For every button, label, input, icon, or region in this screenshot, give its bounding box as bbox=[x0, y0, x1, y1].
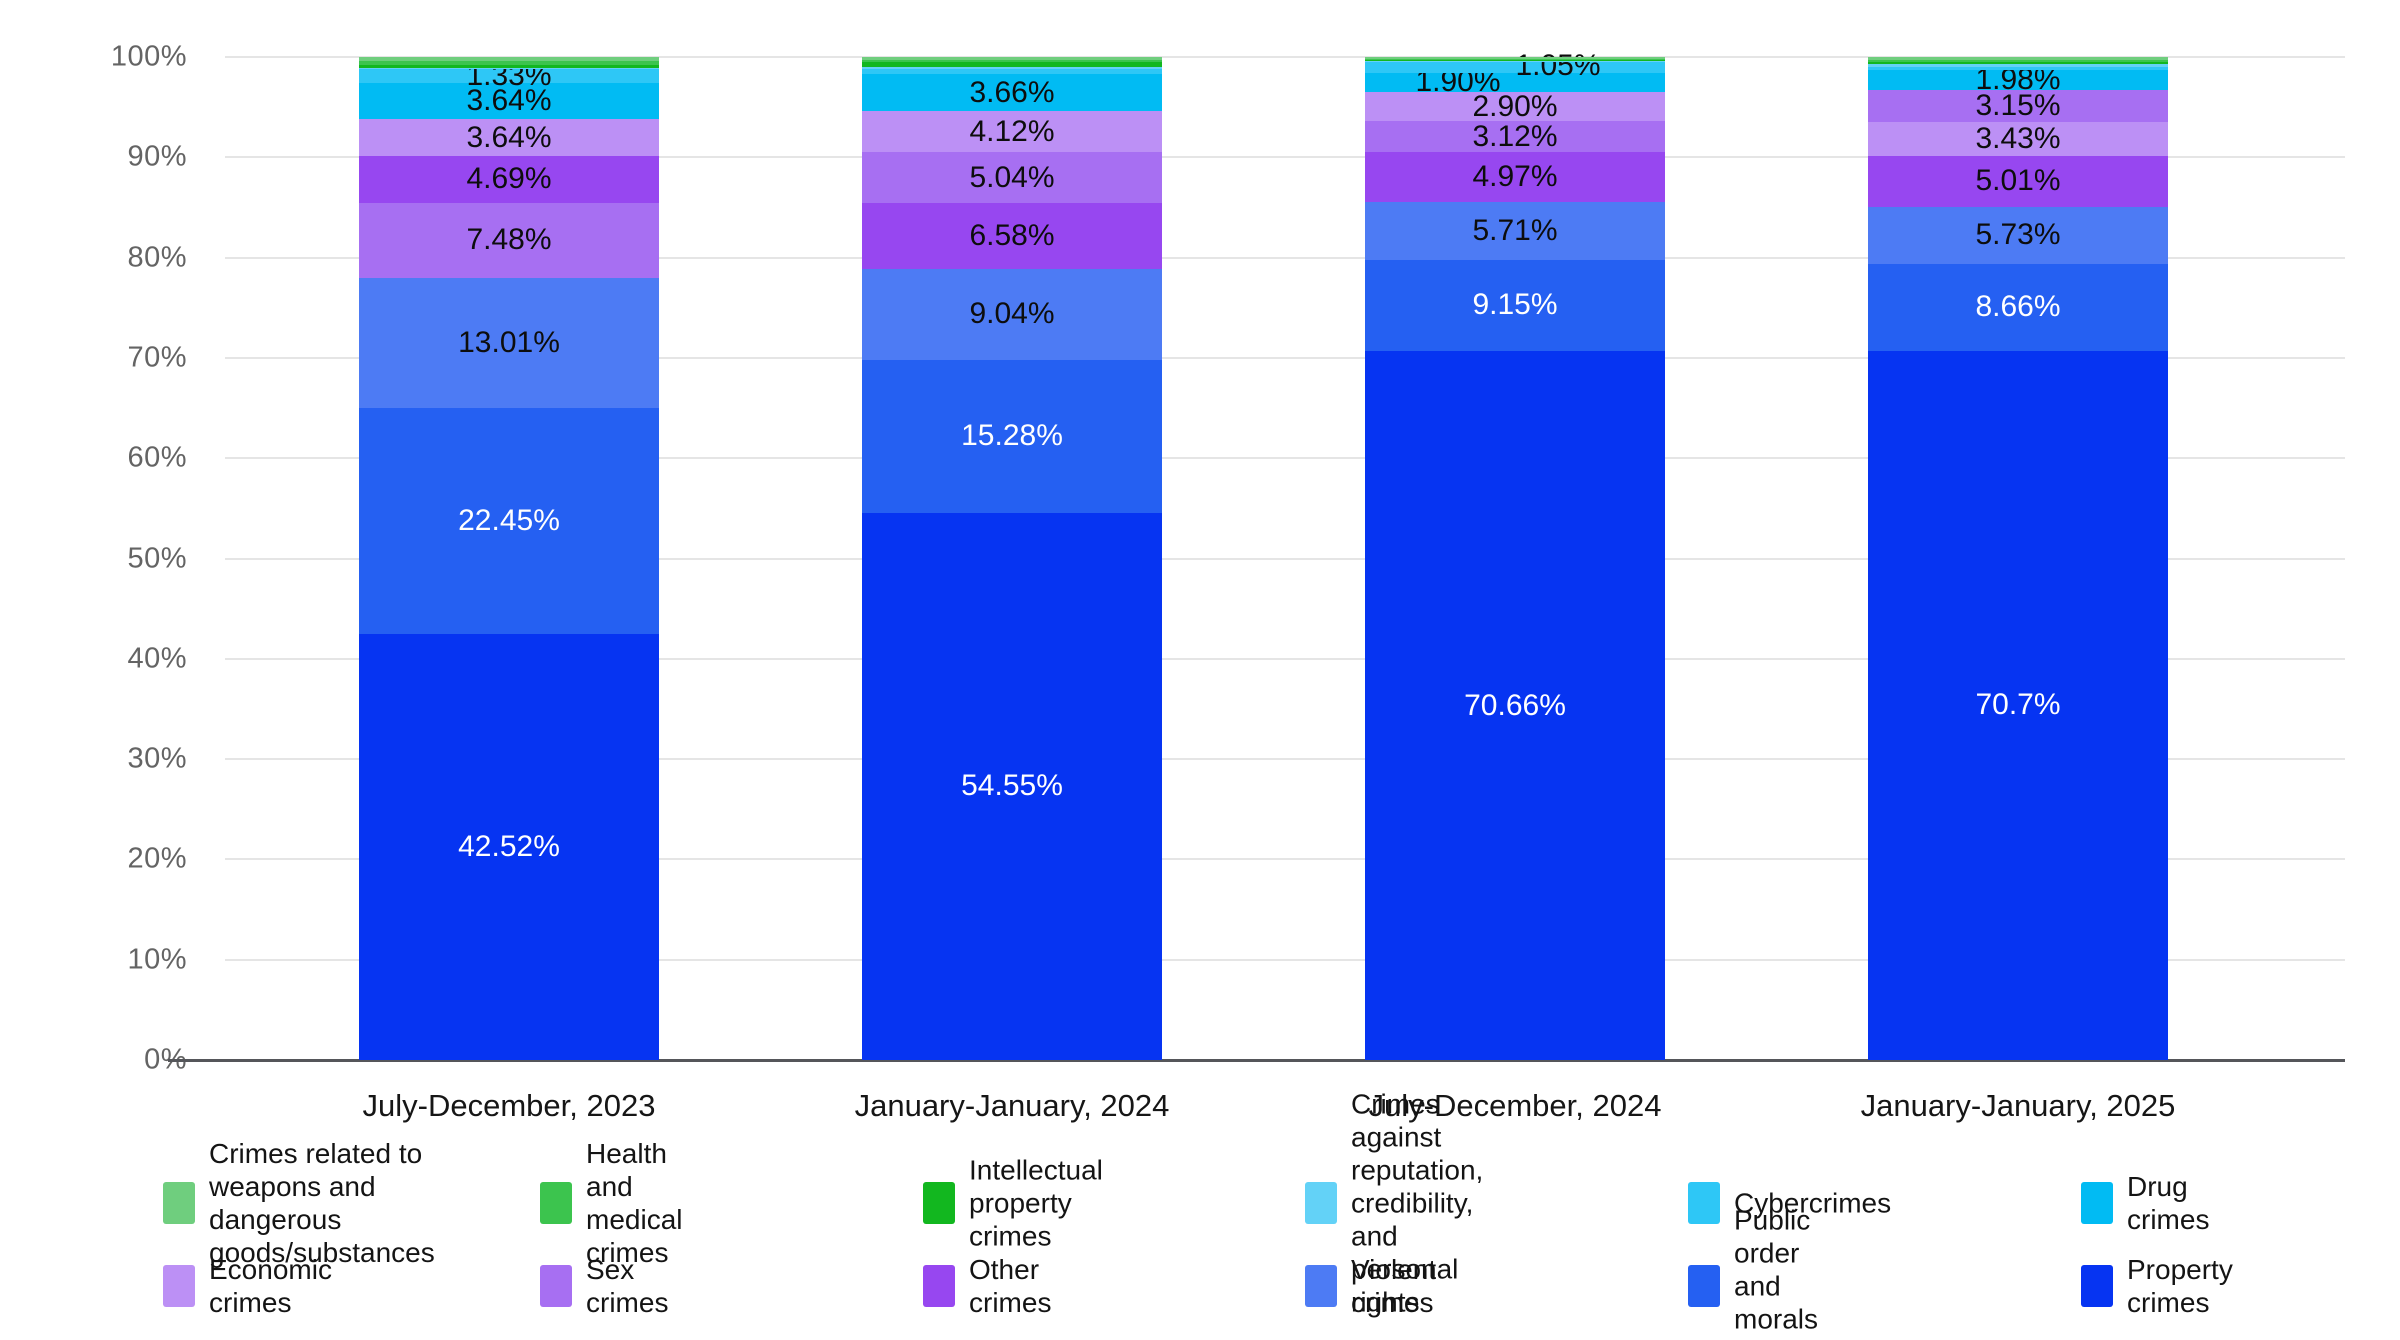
bar-2-segment-violent[interactable] bbox=[862, 268, 1162, 360]
bar-4-segment-drug[interactable] bbox=[1868, 70, 2168, 91]
bar-3-segment-property[interactable] bbox=[1365, 351, 1665, 1060]
bar-4-segment-weapons[interactable] bbox=[1868, 57, 2168, 60]
bar-1-segment-property[interactable] bbox=[359, 633, 659, 1060]
x-axis-label: January-January, 2025 bbox=[1860, 1088, 2176, 1123]
bar-3-segment-intellectual[interactable] bbox=[1365, 59, 1665, 62]
legend-label-cyber: Cybercrimes bbox=[1734, 1187, 1892, 1219]
bar-3-segment-health[interactable] bbox=[1365, 58, 1665, 60]
bar-1-segment-public_order[interactable] bbox=[359, 408, 659, 634]
bar-1-segment-reputation[interactable] bbox=[359, 68, 659, 70]
legend-swatch-cyber bbox=[1688, 1182, 1720, 1224]
legend-label-weapons: Crimes related to weapons and dangerous … bbox=[209, 1138, 435, 1268]
gridline-20 bbox=[225, 858, 2345, 861]
x-axis-label: July-December, 2023 bbox=[362, 1088, 656, 1123]
legend-label-reputation: Crimes against reputation, credibility, … bbox=[1351, 1088, 1484, 1318]
legend-swatch-public_order bbox=[1688, 1265, 1720, 1307]
legend-swatch-intellectual bbox=[923, 1182, 955, 1224]
bar-1-segment-drug[interactable] bbox=[359, 82, 659, 120]
legend-label-public_order: Public order and morals crimes bbox=[1734, 1204, 1819, 1340]
bar-2-segment-public_order[interactable] bbox=[862, 359, 1162, 513]
y-axis-tick-label: 70% bbox=[127, 341, 187, 374]
bar-1-segment-cyber[interactable] bbox=[359, 69, 659, 83]
y-axis-tick-label: 10% bbox=[127, 943, 187, 976]
gridline-40 bbox=[225, 657, 2345, 660]
legend-label-economic: Economic crimes bbox=[209, 1254, 332, 1318]
gridline-70 bbox=[225, 356, 2345, 359]
bar-3-segment-public_order[interactable] bbox=[1365, 259, 1665, 352]
bar-1-segment-sex[interactable] bbox=[359, 202, 659, 278]
x-axis-line bbox=[168, 1059, 2345, 1062]
bar-4-segment-cyber[interactable] bbox=[1868, 66, 2168, 71]
legend-label-intellectual: Intellectual property crimes bbox=[969, 1154, 1103, 1252]
bar-4-segment-other[interactable] bbox=[1868, 156, 2168, 207]
y-axis-tick-label: 30% bbox=[127, 742, 187, 775]
y-axis-tick-label: 0% bbox=[144, 1043, 187, 1076]
bar-3-segment-drug[interactable] bbox=[1365, 72, 1665, 92]
bar-2-segment-property[interactable] bbox=[862, 512, 1162, 1060]
bar-2-segment-economic[interactable] bbox=[862, 111, 1162, 153]
legend-label-violent: Violent crimes bbox=[1351, 1254, 1437, 1318]
bar-3-segment-weapons[interactable] bbox=[1365, 57, 1665, 59]
bar-2-segment-other[interactable] bbox=[862, 202, 1162, 269]
gridline-50 bbox=[225, 557, 2345, 560]
legend-label-other: Other crimes bbox=[969, 1254, 1052, 1318]
bar-2-segment-health[interactable] bbox=[862, 60, 1162, 62]
gridline-90 bbox=[225, 156, 2345, 159]
y-axis-tick-label: 20% bbox=[127, 842, 187, 875]
bar-3-segment-cyber[interactable] bbox=[1365, 62, 1665, 73]
legend-swatch-sex bbox=[540, 1265, 572, 1307]
bar-1-segment-health[interactable] bbox=[359, 61, 659, 65]
bar-1-segment-economic[interactable] bbox=[359, 119, 659, 156]
bar-3-segment-other[interactable] bbox=[1365, 152, 1665, 203]
bar-4-segment-intellectual[interactable] bbox=[1868, 61, 2168, 64]
legend-swatch-violent bbox=[1305, 1265, 1337, 1307]
x-axis-label: July-December, 2024 bbox=[1368, 1088, 1662, 1123]
legend-swatch-drug bbox=[2081, 1182, 2113, 1224]
bar-4-segment-economic[interactable] bbox=[1868, 121, 2168, 157]
gridline-60 bbox=[225, 457, 2345, 460]
legend-swatch-weapons bbox=[163, 1182, 195, 1224]
y-axis-tick-label: 60% bbox=[127, 441, 187, 474]
y-axis-tick-label: 40% bbox=[127, 642, 187, 675]
legend-swatch-other bbox=[923, 1265, 955, 1307]
bar-4-segment-health[interactable] bbox=[1868, 60, 2168, 62]
legend-swatch-property bbox=[2081, 1265, 2113, 1307]
legend-label-property: Property crimes bbox=[2127, 1254, 2233, 1318]
bar-2-segment-reputation[interactable] bbox=[862, 66, 1162, 70]
bar-4-segment-public_order[interactable] bbox=[1868, 264, 2168, 351]
legend-swatch-health bbox=[540, 1182, 572, 1224]
bar-1-segment-violent[interactable] bbox=[359, 277, 659, 409]
bar-3-segment-violent[interactable] bbox=[1365, 202, 1665, 260]
legend-label-drug: Drug crimes bbox=[2127, 1171, 2210, 1235]
bar-1-segment-intellectual[interactable] bbox=[359, 64, 659, 69]
bar-4-segment-sex[interactable] bbox=[1868, 90, 2168, 122]
y-axis-tick-label: 50% bbox=[127, 542, 187, 574]
y-axis-tick-label: 100% bbox=[110, 40, 187, 73]
legend-swatch-reputation bbox=[1305, 1182, 1337, 1224]
bar-1-segment-weapons[interactable] bbox=[359, 57, 659, 61]
gridline-80 bbox=[225, 256, 2345, 259]
legend-label-sex: Sex crimes bbox=[586, 1254, 669, 1318]
bar-4-segment-violent[interactable] bbox=[1868, 206, 2168, 265]
bar-2-segment-weapons[interactable] bbox=[862, 57, 1162, 60]
bar-2-segment-cyber[interactable] bbox=[862, 69, 1162, 75]
bar-4-segment-reputation[interactable] bbox=[1868, 64, 2168, 67]
bar-2-segment-sex[interactable] bbox=[862, 152, 1162, 203]
gridline-30 bbox=[225, 758, 2345, 761]
x-axis-label: January-January, 2024 bbox=[854, 1088, 1170, 1123]
bar-2-segment-intellectual[interactable] bbox=[862, 62, 1162, 67]
gridline-10 bbox=[225, 958, 2345, 961]
legend-swatch-economic bbox=[163, 1265, 195, 1307]
bar-1-segment-other[interactable] bbox=[359, 155, 659, 203]
bar-4-segment-property[interactable] bbox=[1868, 350, 2168, 1060]
bar-2-segment-drug[interactable] bbox=[862, 74, 1162, 112]
y-axis-tick-label: 80% bbox=[127, 241, 187, 274]
bar-3-segment-reputation[interactable] bbox=[1365, 61, 1665, 63]
gridline-100 bbox=[225, 56, 2345, 58]
bar-3-segment-sex[interactable] bbox=[1365, 121, 1665, 153]
legend-label-health: Health and medical crimes bbox=[586, 1138, 683, 1268]
y-axis-tick-label: 90% bbox=[127, 140, 187, 173]
bar-3-segment-economic[interactable] bbox=[1365, 92, 1665, 122]
